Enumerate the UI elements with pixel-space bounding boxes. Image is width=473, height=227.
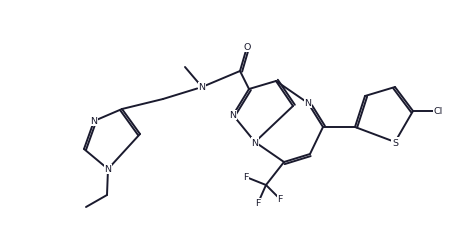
Text: S: S (392, 138, 398, 147)
Text: N: N (229, 111, 236, 120)
Text: F: F (277, 195, 283, 204)
Text: F: F (255, 199, 261, 207)
Text: O: O (243, 43, 251, 52)
Text: N: N (305, 99, 312, 108)
Text: N: N (90, 117, 97, 126)
Text: N: N (252, 138, 259, 147)
Text: Cl: Cl (433, 107, 443, 116)
Text: N: N (199, 83, 205, 92)
Text: N: N (105, 165, 112, 174)
Text: F: F (243, 173, 249, 182)
